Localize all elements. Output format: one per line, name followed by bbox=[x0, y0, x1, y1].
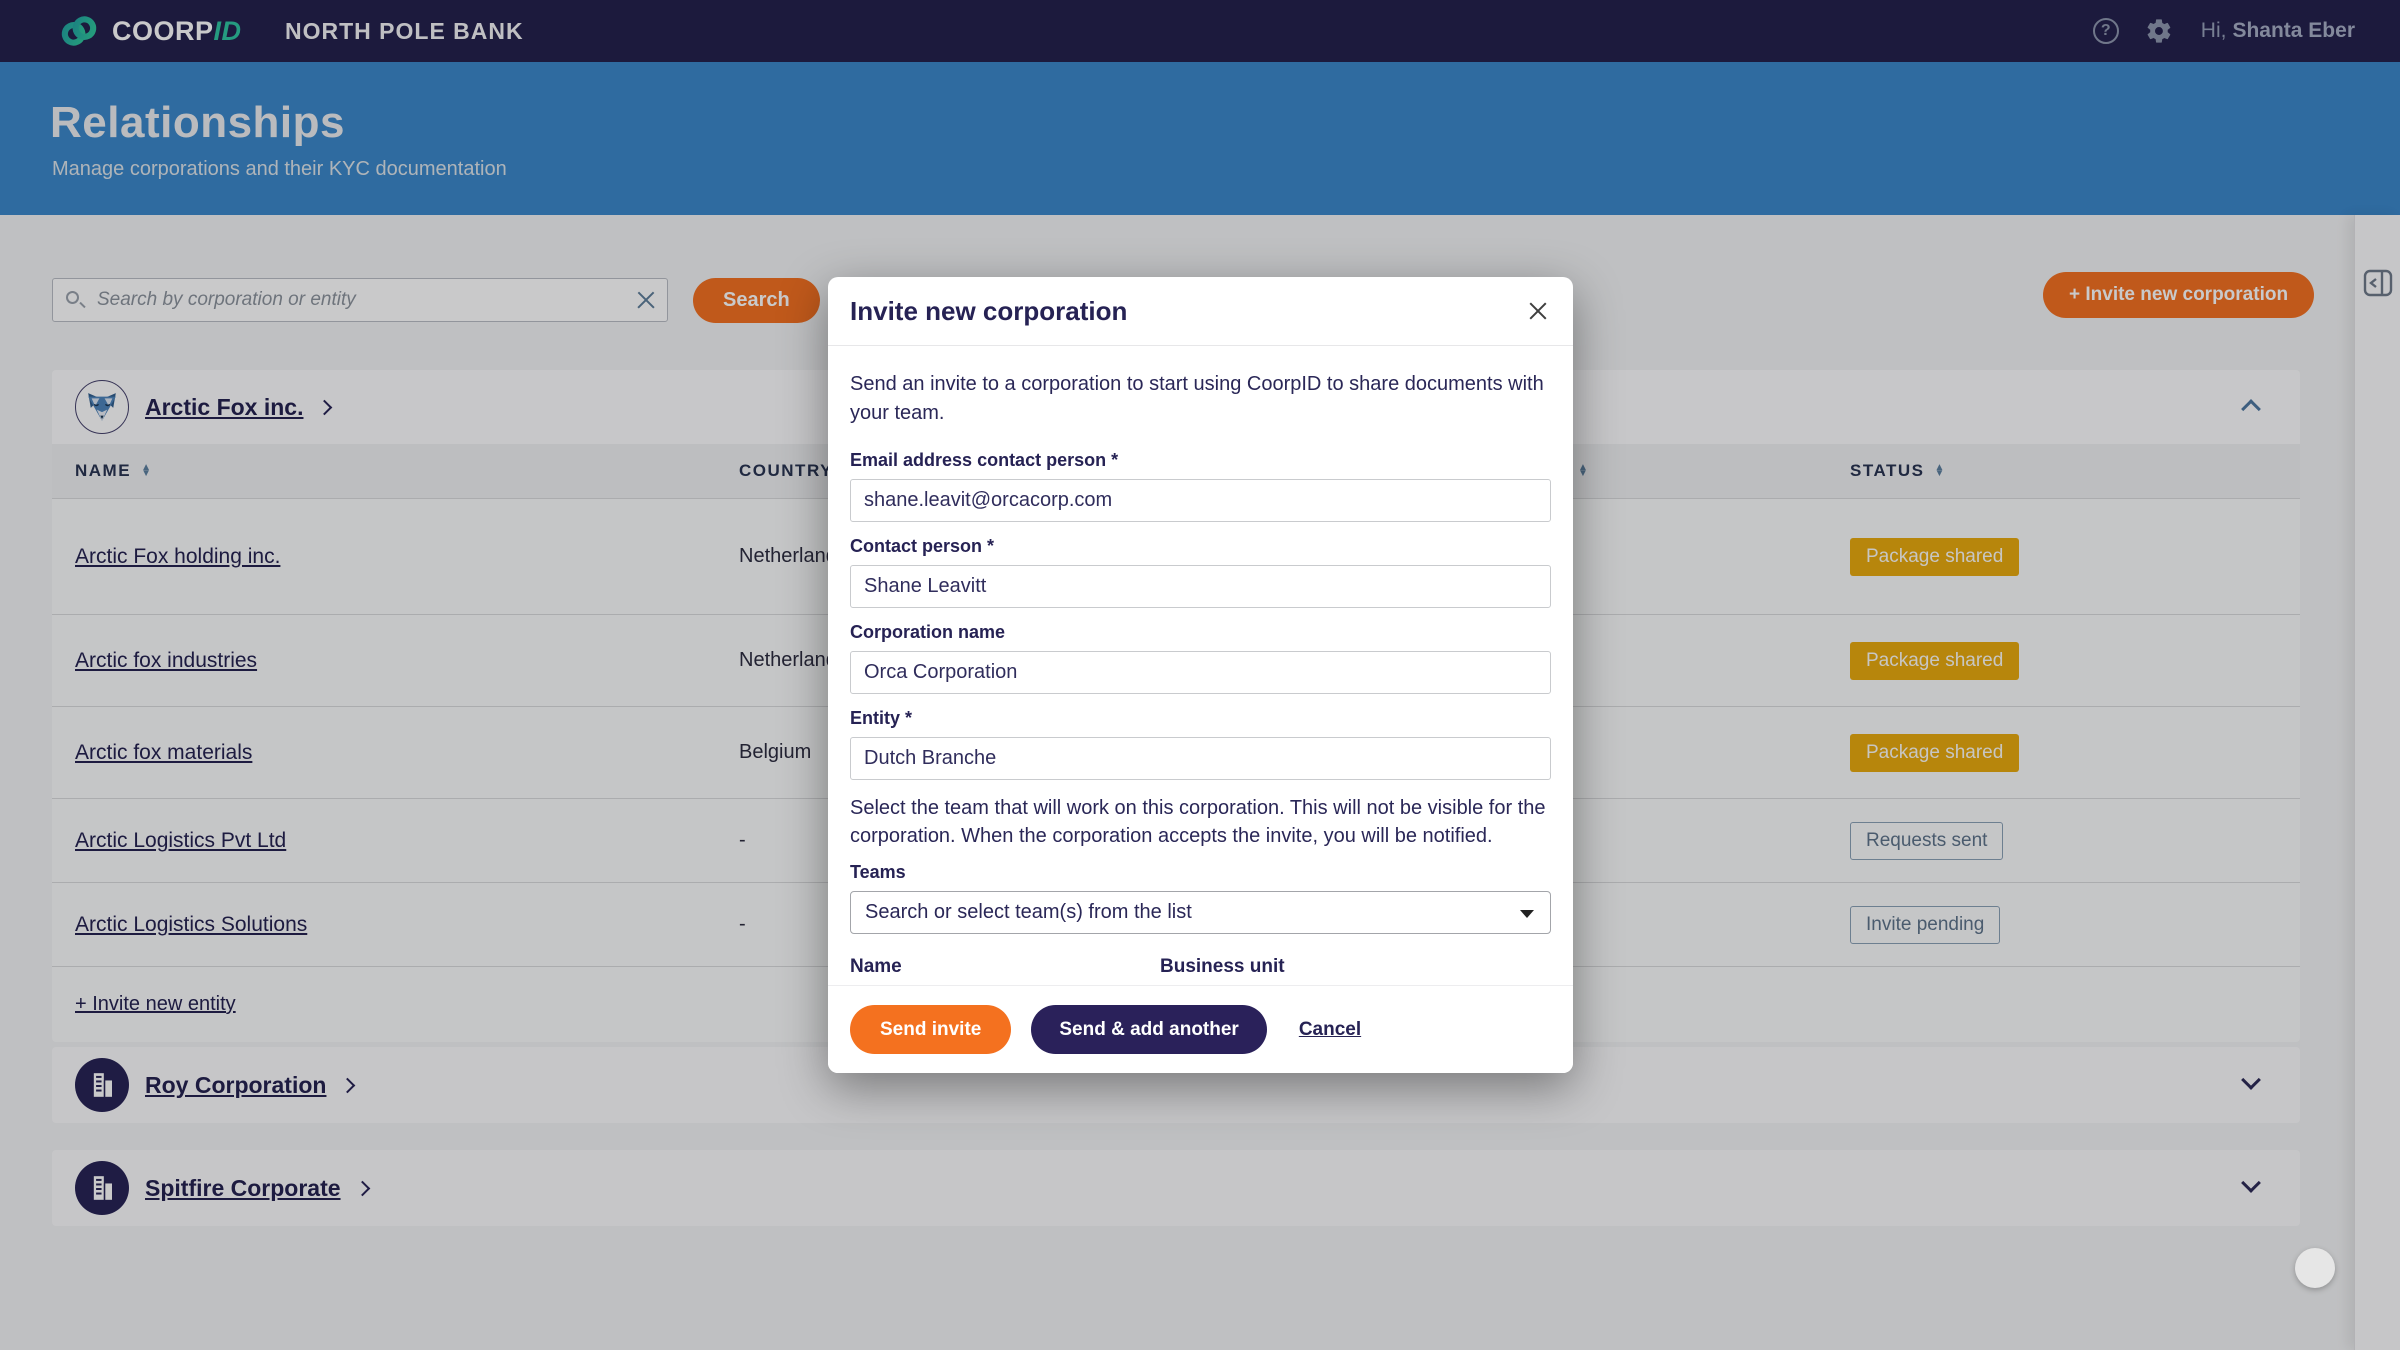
corporation-section-spitfire: Spitfire Corporate bbox=[52, 1150, 2300, 1226]
entity-link[interactable]: Arctic Logistics Solutions bbox=[75, 912, 308, 936]
search-bar bbox=[52, 278, 668, 322]
team-name-header: Name bbox=[850, 956, 902, 977]
country-cell: - bbox=[739, 829, 746, 851]
right-side-panel bbox=[2354, 215, 2400, 1350]
corporation-name-field[interactable] bbox=[850, 651, 1551, 694]
building-icon bbox=[75, 1161, 129, 1215]
modal-header: Invite new corporation bbox=[828, 277, 1573, 346]
country-cell: Netherlands bbox=[739, 545, 847, 567]
entity-link[interactable]: Arctic fox industries bbox=[75, 648, 258, 672]
sort-icon[interactable]: ▲▼ bbox=[1934, 461, 1946, 479]
status-badge: Package shared bbox=[1850, 733, 2020, 772]
contact-person-field[interactable] bbox=[850, 565, 1551, 608]
modal-title: Invite new corporation bbox=[850, 295, 1128, 326]
country-cell: - bbox=[739, 913, 746, 935]
entity-field[interactable] bbox=[850, 737, 1551, 780]
cancel-button[interactable]: Cancel bbox=[1298, 1018, 1362, 1040]
building-icon bbox=[75, 1058, 129, 1112]
teams-label: Teams bbox=[850, 862, 906, 882]
search-button[interactable]: Search bbox=[693, 278, 820, 323]
modal-body: Send an invite to a corporation to start… bbox=[828, 346, 1573, 991]
coorpid-logo-icon bbox=[61, 16, 97, 46]
corporation-section-roy: Roy Corporation bbox=[52, 1047, 2300, 1123]
gear-icon[interactable] bbox=[2145, 17, 2173, 45]
entity-link[interactable]: Arctic fox materials bbox=[75, 740, 253, 764]
column-header-status: STATUS ▲ ▼ bbox=[1850, 461, 1946, 480]
top-navigation-bar: COORPID NORTH POLE BANK ? Hi, Shanta Eber bbox=[0, 0, 2400, 62]
modal-description: Send an invite to a corporation to start… bbox=[850, 373, 1544, 424]
page-subtitle: Manage corporations and their KYC docume… bbox=[52, 158, 507, 180]
status-badge: Invite pending bbox=[1850, 905, 2001, 944]
page-title: Relationships bbox=[50, 98, 345, 147]
dropdown-caret-icon bbox=[1520, 910, 1534, 918]
country-cell: Netherlands bbox=[739, 649, 847, 671]
status-badge: Package shared bbox=[1850, 641, 2020, 680]
panel-toggle-icon[interactable] bbox=[2362, 267, 2394, 304]
email-field[interactable] bbox=[850, 479, 1551, 522]
teams-select-placeholder: Search or select team(s) from the list bbox=[865, 901, 1192, 923]
fox-avatar bbox=[75, 380, 129, 434]
column-header-name: NAME ▲ ▼ bbox=[75, 461, 153, 480]
entity-field-label: Entity * bbox=[850, 708, 913, 728]
country-cell: Belgium bbox=[739, 741, 812, 763]
column-header-hidden: ▲ ▼ bbox=[1350, 461, 1850, 479]
close-icon[interactable] bbox=[1527, 300, 1549, 322]
invite-new-corporation-button[interactable]: + Invite new corporation bbox=[2043, 272, 2315, 318]
search-input[interactable] bbox=[52, 278, 668, 322]
page-header-banner: Relationships Manage corporations and th… bbox=[0, 62, 2400, 215]
send-invite-button[interactable]: Send invite bbox=[850, 1005, 1012, 1054]
sort-icon[interactable]: ▲▼ bbox=[141, 461, 153, 479]
entity-link[interactable]: Arctic Logistics Pvt Ltd bbox=[75, 828, 287, 852]
email-field-label: Email address contact person * bbox=[850, 450, 1119, 470]
teams-select[interactable]: Search or select team(s) from the list bbox=[850, 891, 1551, 934]
topbar-actions: ? Hi, Shanta Eber bbox=[2092, 17, 2355, 45]
user-name: Shanta Eber bbox=[2232, 19, 2355, 42]
status-badge: Package shared bbox=[1850, 537, 2020, 576]
coorpid-logo: COORPID bbox=[58, 10, 242, 52]
status-badge: Requests sent bbox=[1850, 821, 2004, 860]
entity-link[interactable]: Arctic Fox holding inc. bbox=[75, 544, 281, 568]
corporation-link[interactable]: Roy Corporation bbox=[145, 1071, 327, 1098]
bank-name: NORTH POLE BANK bbox=[285, 17, 524, 44]
team-table-header: Name Business unit bbox=[850, 956, 1551, 978]
team-business-unit-header: Business unit bbox=[1160, 956, 1285, 977]
invite-new-corporation-modal: Invite new corporation Send an invite to… bbox=[828, 277, 1573, 1073]
user-greeting[interactable]: Hi, Shanta Eber bbox=[2200, 19, 2355, 42]
search-icon bbox=[66, 291, 79, 304]
corporation-link[interactable]: Spitfire Corporate bbox=[145, 1174, 341, 1201]
invite-new-entity-link[interactable]: + Invite new entity bbox=[75, 993, 236, 1015]
send-and-add-another-button[interactable]: Send & add another bbox=[1031, 1005, 1267, 1054]
corporation-name-field-label: Corporation name bbox=[850, 622, 1006, 642]
corporation-link[interactable]: Arctic Fox inc. bbox=[145, 393, 304, 420]
logo-wordmark: COORPID bbox=[112, 15, 242, 46]
sort-icon[interactable]: ▲▼ bbox=[1578, 461, 1590, 479]
feedback-button[interactable] bbox=[2295, 1248, 2335, 1288]
contact-person-field-label: Contact person * bbox=[850, 536, 995, 556]
teams-note: Select the team that will work on this c… bbox=[850, 797, 1546, 847]
help-icon[interactable]: ? bbox=[2092, 18, 2119, 44]
modal-footer: Send invite Send & add another Cancel bbox=[828, 985, 1573, 1073]
